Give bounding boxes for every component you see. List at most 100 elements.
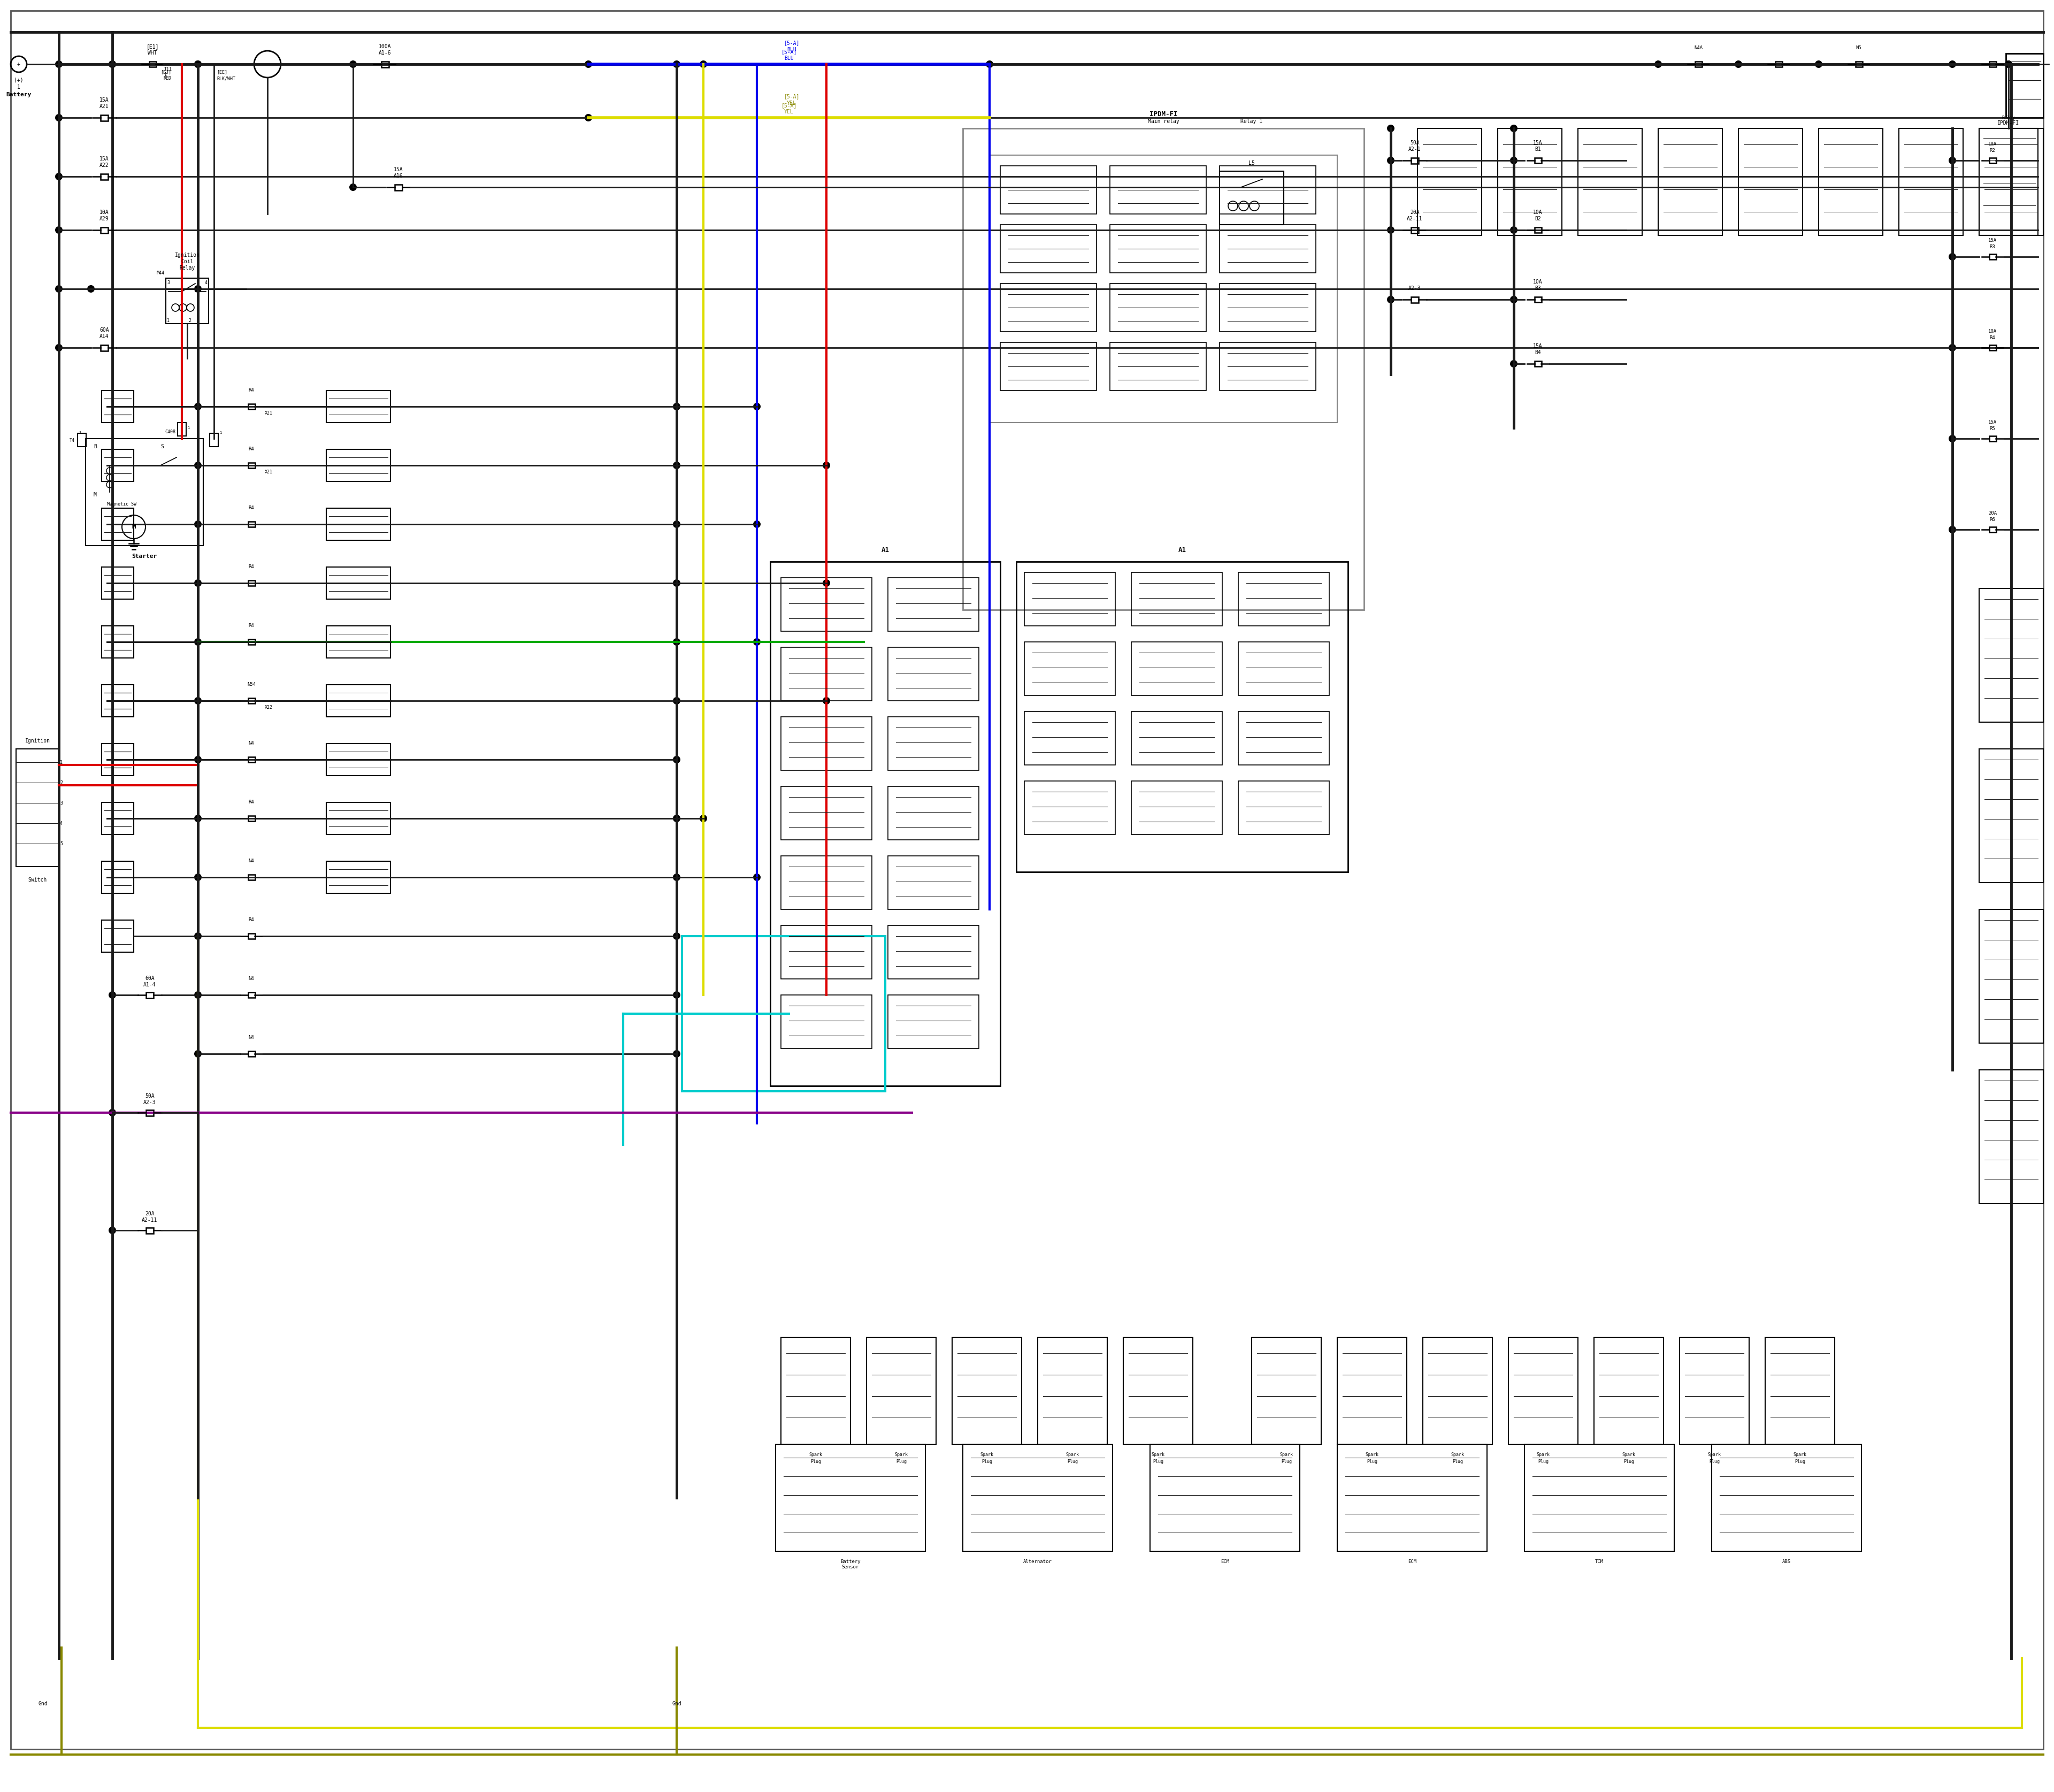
Circle shape xyxy=(55,115,62,122)
Bar xyxy=(682,935,885,1091)
Bar xyxy=(1220,224,1317,272)
Bar xyxy=(1220,283,1317,332)
Bar xyxy=(1025,711,1115,765)
Bar xyxy=(1239,572,1329,625)
Text: [5-A]: [5-A] xyxy=(781,48,797,54)
Text: Plug: Plug xyxy=(1538,1459,1549,1464)
Text: 1: 1 xyxy=(166,319,170,323)
Bar xyxy=(1000,283,1097,332)
Bar xyxy=(776,1444,926,1552)
Bar xyxy=(887,857,980,909)
Bar xyxy=(781,787,871,840)
Bar xyxy=(101,744,134,776)
Circle shape xyxy=(674,579,680,586)
Bar xyxy=(963,129,1364,609)
Bar xyxy=(101,115,109,120)
Bar xyxy=(1695,61,1703,66)
Bar xyxy=(1025,781,1115,835)
Circle shape xyxy=(195,697,201,704)
Bar xyxy=(781,577,871,631)
Circle shape xyxy=(674,873,680,882)
Bar xyxy=(327,803,390,835)
Bar xyxy=(887,925,980,978)
Bar xyxy=(327,509,390,539)
Bar xyxy=(1220,342,1317,391)
Circle shape xyxy=(1510,156,1518,165)
Circle shape xyxy=(1386,296,1395,303)
Bar xyxy=(249,462,255,468)
Bar xyxy=(101,625,134,658)
Text: 100A: 100A xyxy=(378,43,392,48)
Text: B3: B3 xyxy=(1534,285,1540,290)
Bar xyxy=(1988,346,1996,351)
Circle shape xyxy=(195,403,201,410)
Text: A2-1: A2-1 xyxy=(1409,147,1421,152)
Text: M: M xyxy=(94,493,97,498)
Bar xyxy=(327,685,390,717)
Text: B: B xyxy=(94,444,97,450)
Bar xyxy=(781,647,871,701)
Circle shape xyxy=(674,520,680,529)
Circle shape xyxy=(1949,156,1955,165)
Text: Switch: Switch xyxy=(29,878,47,883)
Text: Spark: Spark xyxy=(809,1452,822,1457)
Circle shape xyxy=(55,61,62,68)
Text: Plug: Plug xyxy=(1623,1459,1635,1464)
Circle shape xyxy=(195,462,201,470)
Text: ECM: ECM xyxy=(1220,1559,1228,1564)
Text: Spark: Spark xyxy=(1280,1452,1294,1457)
Circle shape xyxy=(754,873,760,882)
Text: Battery: Battery xyxy=(6,91,31,97)
Circle shape xyxy=(1510,360,1518,367)
Bar xyxy=(1239,781,1329,835)
Bar xyxy=(867,1337,937,1444)
Bar xyxy=(781,925,871,978)
Bar xyxy=(249,403,255,409)
Circle shape xyxy=(674,815,680,823)
Text: 1: 1 xyxy=(220,432,222,434)
Bar xyxy=(1132,711,1222,765)
Text: Plug: Plug xyxy=(1795,1459,1805,1464)
Text: A1-6: A1-6 xyxy=(378,50,392,56)
Bar xyxy=(1508,1337,1577,1444)
Bar xyxy=(249,934,255,939)
Text: 15A: 15A xyxy=(99,97,109,102)
Circle shape xyxy=(1949,253,1955,260)
Circle shape xyxy=(109,1109,117,1116)
Bar xyxy=(1417,129,1481,235)
Bar xyxy=(86,439,203,545)
Text: 20A: 20A xyxy=(1988,511,1996,516)
Bar xyxy=(1411,228,1419,233)
Text: 1: 1 xyxy=(16,84,21,90)
Bar xyxy=(1025,572,1115,625)
Text: YEL: YEL xyxy=(787,100,797,106)
Text: BLK/WHT: BLK/WHT xyxy=(216,75,236,81)
Text: 15A: 15A xyxy=(99,156,109,161)
Bar xyxy=(1680,1337,1750,1444)
Bar xyxy=(327,450,390,482)
Bar xyxy=(1988,61,1996,66)
Text: R4: R4 xyxy=(249,505,255,511)
Circle shape xyxy=(195,756,201,763)
Circle shape xyxy=(754,638,760,645)
Text: N4: N4 xyxy=(249,858,255,864)
Circle shape xyxy=(674,638,680,645)
Text: B4: B4 xyxy=(1534,349,1540,355)
Text: N4: N4 xyxy=(249,1036,255,1039)
Circle shape xyxy=(1510,226,1518,233)
Bar xyxy=(166,278,210,324)
Circle shape xyxy=(1386,125,1395,133)
Text: 10A: 10A xyxy=(1988,142,1996,147)
Circle shape xyxy=(195,285,201,292)
Text: A1-4: A1-4 xyxy=(144,982,156,987)
Text: A16: A16 xyxy=(394,174,403,179)
Circle shape xyxy=(109,61,117,68)
Bar xyxy=(1132,642,1222,695)
Text: R4: R4 xyxy=(249,387,255,392)
Bar xyxy=(1337,1444,1487,1552)
Text: [EE]: [EE] xyxy=(216,70,228,73)
Text: Spark: Spark xyxy=(1793,1452,1808,1457)
Text: Relay 1: Relay 1 xyxy=(1241,118,1263,124)
Text: L5: L5 xyxy=(1249,161,1255,167)
Bar xyxy=(781,717,871,771)
